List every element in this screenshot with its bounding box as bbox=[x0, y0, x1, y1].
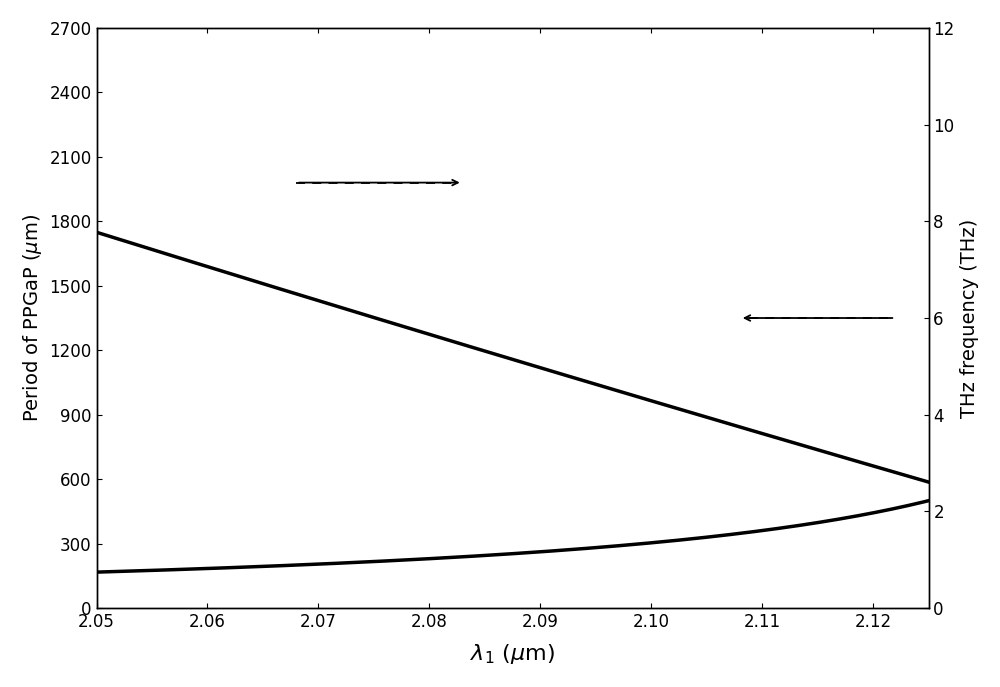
Y-axis label: THz frequency (THz): THz frequency (THz) bbox=[960, 218, 979, 418]
Y-axis label: Period of PPGaP ($\mu$m): Period of PPGaP ($\mu$m) bbox=[21, 214, 44, 422]
X-axis label: $\lambda_1$ ($\mu$m): $\lambda_1$ ($\mu$m) bbox=[470, 642, 555, 666]
